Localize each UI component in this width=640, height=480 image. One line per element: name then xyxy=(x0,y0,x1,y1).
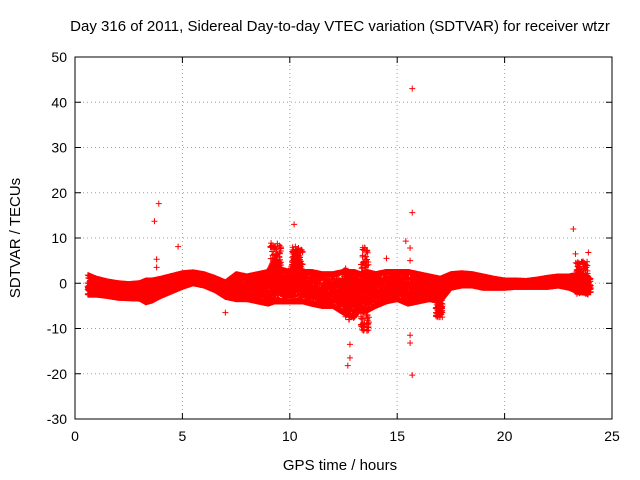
chart-title: Day 316 of 2011, Sidereal Day-to-day VTE… xyxy=(70,18,610,35)
data-points xyxy=(84,85,594,379)
